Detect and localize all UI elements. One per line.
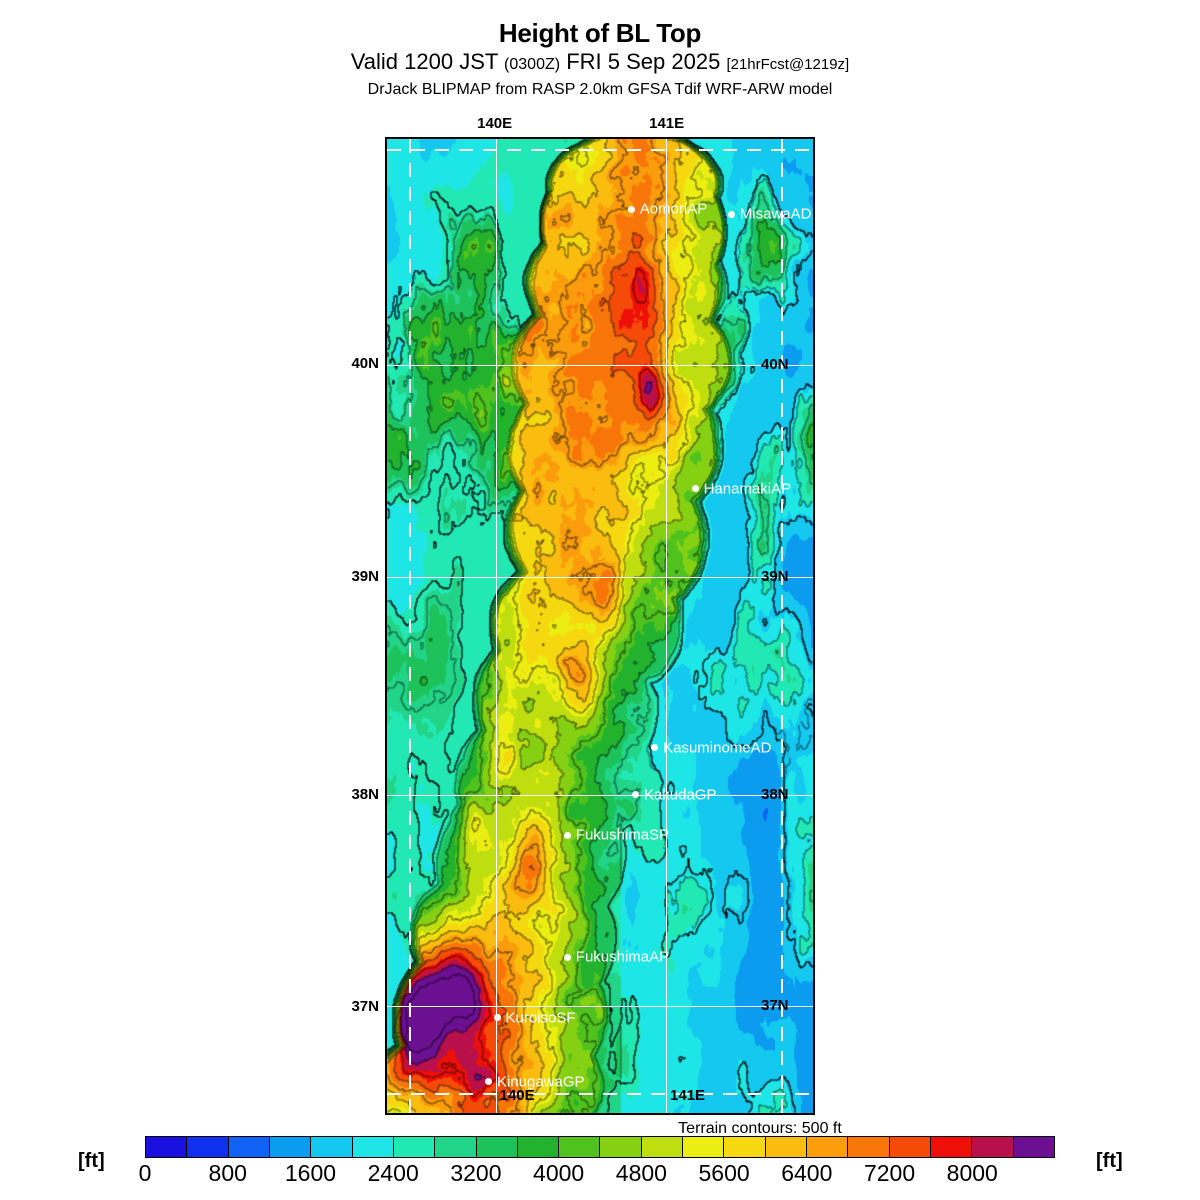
- colorbar-swatch: [889, 1137, 931, 1157]
- map-longitude-label-bottom[interactable]: 140E: [499, 1087, 535, 1104]
- station-marker-dot: [563, 831, 571, 839]
- colorbar-tick: 4800: [615, 1160, 667, 1186]
- graticule-latitude[interactable]: [387, 1005, 813, 1007]
- domain-boundary-bottom[interactable]: [387, 1093, 813, 1095]
- map-latitude-label-right[interactable]: 37N: [761, 996, 789, 1014]
- model-line: DrJack BLIPMAP from RASP 2.0km GFSA Tdif…: [367, 81, 833, 98]
- colorbar-unit-left: [ft]: [78, 1150, 105, 1172]
- graticule-longitude[interactable]: [495, 139, 497, 1113]
- valid-time-line: Valid 1200 JST (0300Z) FRI 5 Sep 2025 [2…: [0, 48, 1200, 79]
- forecast-tag: [21hrFcst@1219z]: [726, 56, 850, 73]
- axis-latitude-label: 39N: [351, 568, 379, 586]
- map-latitude-label-right[interactable]: 39N: [761, 568, 789, 586]
- station-marker-dot: [727, 210, 735, 218]
- station-label: HanamakiAP: [703, 480, 792, 498]
- colorbar-swatch: [228, 1137, 270, 1157]
- map-plot[interactable]: 40N 39N 38N 37N 140E 141E AomoriAP MisawaAD Hana…: [385, 137, 815, 1115]
- station-label: FukushimaAP: [575, 948, 670, 966]
- station-marker[interactable]: MisawaAD: [727, 205, 812, 223]
- axis-longitude-label: 140E: [477, 115, 513, 132]
- map-longitude-label-bottom[interactable]: 141E: [670, 1087, 706, 1104]
- station-marker[interactable]: FukushimaAP: [563, 948, 670, 966]
- colorbar-swatch: [187, 1137, 229, 1157]
- station-label: KakudaGP: [643, 786, 717, 804]
- page-title: Height of BL Top: [498, 18, 702, 48]
- colorbar-swatch: [311, 1137, 353, 1157]
- domain-boundary-top[interactable]: [387, 149, 813, 151]
- colorbar-swatch: [435, 1137, 477, 1157]
- graticule-latitude[interactable]: [387, 577, 813, 579]
- colorbar-swatch: [517, 1137, 560, 1157]
- station-label: KasuminomeAD: [663, 739, 772, 757]
- axis-latitude-label: 38N: [351, 786, 379, 804]
- colorbar-tick: 0: [138, 1160, 152, 1186]
- title-block: Height of BL Top Valid 1200 JST (0300Z) …: [0, 18, 1200, 101]
- colorbar-tick: 5600: [698, 1160, 750, 1186]
- station-label: MisawaAD: [739, 205, 812, 223]
- colorbar-swatch: [269, 1137, 312, 1157]
- colorbar-swatch: [641, 1137, 684, 1157]
- graticule-latitude[interactable]: [387, 794, 813, 796]
- colorbar-swatch: [352, 1137, 394, 1157]
- valid-date: FRI 5 Sep 2025: [566, 49, 721, 74]
- map-latitude-label-right[interactable]: 40N: [761, 355, 789, 373]
- station-marker[interactable]: KinugawaGP: [484, 1073, 585, 1091]
- station-marker-dot: [493, 1014, 501, 1022]
- station-marker[interactable]: KasuminomeAD: [651, 739, 772, 757]
- station-marker[interactable]: AomoriAP: [627, 200, 708, 218]
- station-marker[interactable]: HanamakiAP: [691, 480, 792, 498]
- domain-boundary-left[interactable]: [409, 139, 411, 1113]
- colorbar-swatch: [848, 1137, 890, 1157]
- colorbar-swatch: [393, 1137, 436, 1157]
- terrain-contour-note: Terrain contours: 500 ft: [678, 1120, 842, 1137]
- station-label: AomoriAP: [639, 200, 708, 218]
- colorbar-swatch: [600, 1137, 642, 1157]
- station-marker-dot: [484, 1078, 492, 1086]
- colorbar-unit-right: [ft]: [1096, 1150, 1123, 1172]
- colorbar[interactable]: [145, 1136, 1055, 1158]
- map-latitude-label-right[interactable]: 38N: [761, 785, 789, 803]
- axis-latitude-label: 40N: [351, 354, 379, 372]
- station-marker[interactable]: FukushimaSP: [563, 826, 670, 844]
- domain-boundary-right[interactable]: [781, 139, 783, 1113]
- station-label: FukushimaSP: [575, 826, 670, 844]
- colorbar-tick: 1600: [284, 1160, 337, 1186]
- colorbar-tick-labels: 0 800 1600 2400 3200 4000 4800 5600 6400 7200 8000: [139, 1160, 1055, 1190]
- colorbar-tick: 4000: [533, 1160, 585, 1186]
- station-marker-dot: [691, 485, 699, 493]
- colorbar-swatch: [724, 1137, 766, 1157]
- colorbar-tick: 800: [208, 1160, 247, 1186]
- colorbar-swatch: [683, 1137, 725, 1157]
- station-label: KuroisoSF: [505, 1009, 576, 1027]
- station-marker[interactable]: KakudaGP: [631, 786, 717, 804]
- colorbar-swatch: [807, 1137, 849, 1157]
- axis-longitude-label: 141E: [649, 115, 685, 132]
- colorbar-tick: 7200: [863, 1160, 916, 1186]
- station-marker-dot: [651, 744, 659, 752]
- station-marker-dot: [563, 953, 571, 961]
- colorbar-swatch: [930, 1137, 973, 1157]
- graticule-latitude[interactable]: [387, 364, 813, 366]
- colorbar-swatch: [972, 1137, 1014, 1157]
- colorbar-swatch: [559, 1137, 601, 1157]
- station-label: KinugawaGP: [496, 1073, 585, 1091]
- colorbar-tick: 3200: [450, 1160, 502, 1186]
- colorbar-tick: 8000: [946, 1160, 998, 1186]
- station-marker-dot: [627, 205, 635, 213]
- graticule-longitude[interactable]: [666, 139, 668, 1113]
- colorbar-tick: 2400: [367, 1160, 419, 1186]
- colorbar-swatch: [1013, 1137, 1054, 1157]
- colorbar-swatch: [146, 1137, 188, 1157]
- map-raster: [387, 139, 813, 1113]
- colorbar-swatch: [476, 1137, 518, 1157]
- valid-prefix: Valid 1200 JST: [350, 49, 498, 74]
- axis-latitude-label: 37N: [351, 998, 379, 1016]
- station-marker[interactable]: KuroisoSF: [493, 1009, 576, 1027]
- valid-utc: (0300Z): [504, 56, 561, 73]
- station-marker-dot: [631, 791, 639, 799]
- colorbar-swatch: [765, 1137, 807, 1157]
- colorbar-tick: 6400: [781, 1160, 833, 1186]
